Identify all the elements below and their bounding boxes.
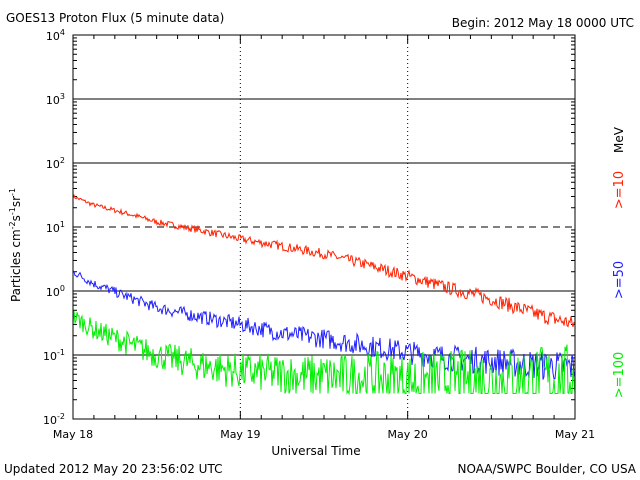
y-tick-label: 10-2	[43, 412, 65, 427]
series-line-ge100	[72, 310, 576, 396]
updated-timestamp: Updated 2012 May 20 23:56:02 UTC	[4, 462, 222, 476]
x-tick-label: May 21	[555, 428, 595, 441]
y-tick-label: 104	[46, 28, 65, 43]
plot-frame	[72, 34, 576, 420]
series-line-ge50	[72, 270, 576, 380]
chart-title: GOES13 Proton Flux (5 minute data)	[6, 11, 224, 25]
x-tick-label: May 18	[53, 428, 93, 441]
legend-series-ge50: >=50	[612, 261, 627, 299]
plot-area: 10-2 10-1 100 101 102 103 104 May 18 May 19 May 2…	[43, 28, 595, 441]
legend-series-ge10: >=10	[612, 171, 627, 209]
y-tick-label: 103	[46, 92, 65, 107]
source-credit: NOAA/SWPC Boulder, CO USA	[458, 462, 637, 476]
y-tick-label: 10-1	[43, 348, 65, 363]
x-tick-label: May 19	[220, 428, 260, 441]
x-axis-title: Universal Time	[271, 444, 360, 458]
y-tick-label: 102	[46, 156, 65, 171]
y-tick-label: 100	[46, 284, 65, 299]
y-axis-title: Particles cm-2s-1sr-1	[8, 188, 23, 302]
x-tick-label: May 20	[388, 428, 428, 441]
legend-series-ge100: >=100	[612, 352, 627, 399]
y-tick-label: 101	[46, 220, 65, 235]
legend-unit-label: MeV	[612, 126, 626, 153]
series-line-ge10	[72, 193, 576, 328]
begin-date-label: Begin: 2012 May 18 0000 UTC	[452, 16, 634, 30]
